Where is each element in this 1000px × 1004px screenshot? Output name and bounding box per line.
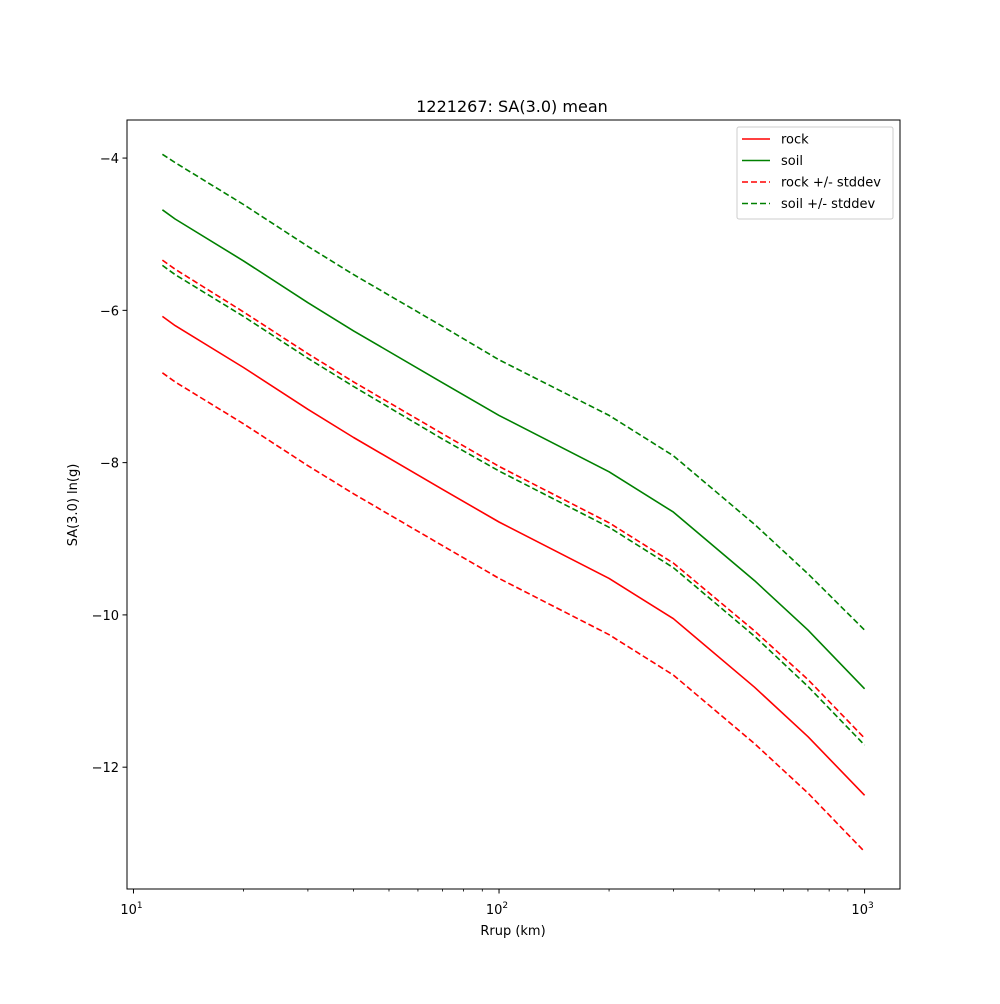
x-tick-label-2: 103 (851, 901, 873, 918)
y-axis-label: SA(3.0) ln(g) (66, 464, 81, 547)
plot-frame (126, 119, 901, 890)
series-line-1 (161, 209, 866, 690)
x-tick-label-0: 101 (120, 901, 142, 918)
legend-label-2: rock +/- stddev (781, 176, 881, 191)
legend-label-1: soil (781, 154, 803, 169)
legend: rock soil rock +/- stddev soil +/- stddev (736, 126, 894, 220)
y-axis: −4 −6 −8 −10 −12 (92, 152, 127, 776)
series-line-5 (161, 264, 866, 746)
chart-title: 1221267: SA(3.0) mean (416, 97, 608, 116)
y-tick-label-1: −6 (100, 304, 119, 319)
y-tick-label-4: −12 (92, 761, 119, 776)
series-line-3 (161, 372, 866, 853)
legend-box (736, 126, 894, 220)
x-axis: 101 102 103 (120, 889, 874, 918)
legend-label-0: rock (781, 133, 809, 148)
series-layer (161, 153, 866, 853)
y-tick-label-3: −10 (92, 609, 119, 624)
series-line-2 (161, 259, 866, 739)
y-tick-label-2: −8 (100, 457, 119, 472)
legend-label-3: soil +/- stddev (781, 197, 876, 212)
series-line-0 (161, 315, 866, 796)
x-axis-label: Rrup (km) (480, 924, 545, 939)
y-tick-label-0: −4 (100, 152, 119, 167)
x-tick-label-1: 102 (486, 901, 508, 918)
series-line-4 (161, 153, 866, 631)
